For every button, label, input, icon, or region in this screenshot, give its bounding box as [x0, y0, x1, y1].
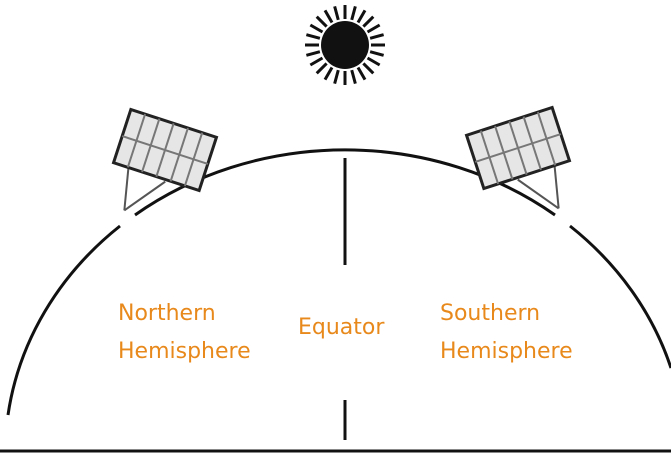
sun-ray — [317, 63, 327, 73]
sun-ray — [352, 6, 356, 20]
sun — [305, 5, 385, 85]
label: Hemisphere — [118, 339, 251, 364]
sun-ray — [358, 68, 365, 80]
arc-right — [570, 226, 671, 368]
label: Hemisphere — [440, 339, 573, 364]
panel-stand — [124, 172, 165, 219]
diagram: Northern Hemisphere Equator Southern Hem… — [0, 0, 671, 455]
globe — [0, 150, 671, 451]
sun-ray — [306, 35, 320, 39]
sun-ray — [370, 35, 384, 39]
sun-ray — [310, 25, 322, 32]
arc-left — [8, 226, 120, 415]
label: Southern — [440, 301, 540, 326]
sun-ray — [368, 25, 380, 32]
sun-ray — [325, 10, 332, 22]
sun-ray — [317, 17, 327, 27]
solar-panel-right — [467, 107, 583, 228]
sun-ray — [363, 17, 373, 27]
sun-ray — [335, 70, 339, 84]
sun-ray — [370, 52, 384, 56]
sun-ray — [363, 63, 373, 73]
solar-panel-left — [101, 109, 217, 230]
sun-ray — [368, 58, 380, 65]
sun-ray — [325, 68, 332, 80]
sun-ray — [306, 52, 320, 56]
label: Northern — [118, 301, 216, 326]
label: Equator — [298, 315, 385, 340]
sun-ray — [352, 70, 356, 84]
sun-ray — [310, 58, 322, 65]
sun-ray — [335, 6, 339, 20]
sun-disc — [321, 21, 369, 69]
sun-ray — [358, 10, 365, 22]
